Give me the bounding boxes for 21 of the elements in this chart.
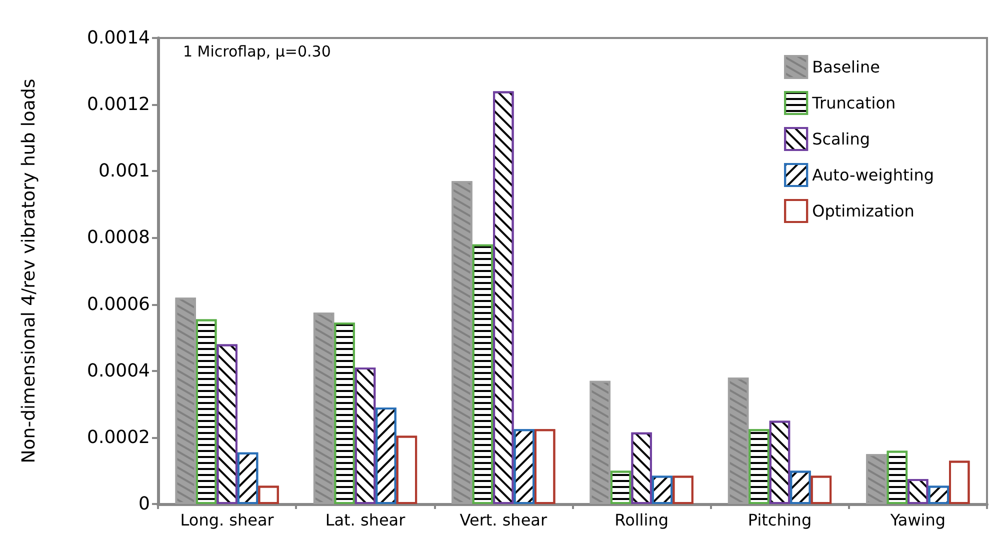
x-tick-label: Rolling [614, 510, 668, 530]
x-tick-label: Pitching [748, 510, 812, 530]
annotation: 1 Microflap, μ=0.30 [183, 42, 331, 60]
y-tick-label: 0.0014 [87, 28, 150, 48]
legend-label: Auto-weighting [812, 166, 934, 184]
y-tick-label: 0.001 [98, 160, 150, 182]
y-tick-label: 0 [138, 494, 150, 514]
x-tick-label: Yawing [889, 510, 946, 530]
legend-label: Truncation [811, 94, 896, 112]
y-tick-label: 0.0004 [87, 360, 150, 382]
y-tick-label: 0.0008 [87, 227, 150, 248]
x-tick-label: Lat. shear [325, 510, 406, 530]
legend-label: Scaling [812, 130, 870, 148]
legend-label: Baseline [812, 58, 880, 76]
y-tick-label: 0.0006 [87, 294, 150, 315]
x-tick-label: Long. shear [180, 510, 274, 530]
y-axis-title: Non-dimensional 4/rev vibratory hub loads [18, 78, 40, 464]
legend-label: Optimization [812, 202, 914, 220]
y-tick-label: 0.0002 [87, 426, 150, 448]
x-tick-label: Vert. shear [460, 510, 548, 530]
y-tick-label: 0.0012 [87, 94, 150, 116]
